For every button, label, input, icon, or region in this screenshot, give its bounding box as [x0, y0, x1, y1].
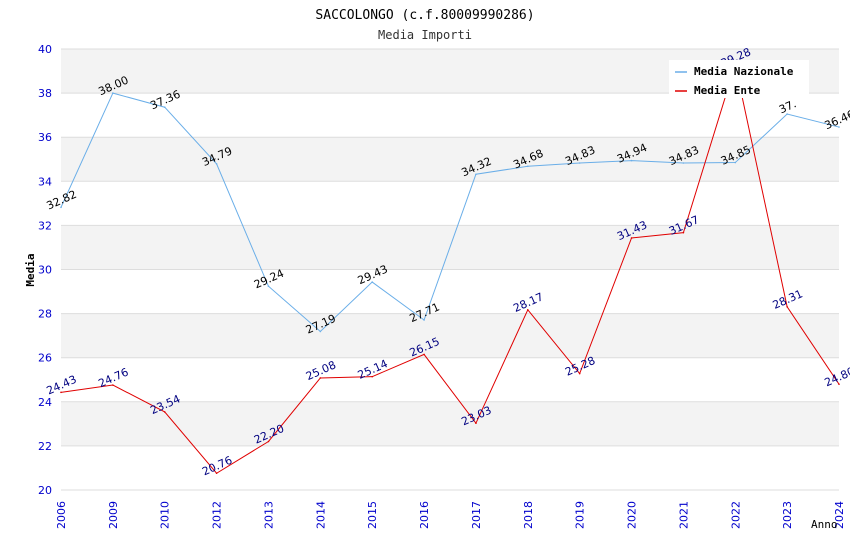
grid-band — [61, 445, 839, 490]
data-point — [475, 173, 477, 176]
grid-band — [61, 357, 839, 402]
data-point — [423, 319, 425, 321]
data-point — [60, 206, 62, 209]
grid-lines — [61, 48, 839, 491]
data-point — [734, 161, 737, 164]
data-point — [215, 163, 218, 165]
x-tick-label: 2020 — [626, 501, 639, 529]
data-point — [215, 472, 218, 475]
y-axis-ticks: 20 22 24 26 28 30 32 34 36 38 40 — [38, 43, 52, 497]
y-tick-label: 22 — [38, 440, 52, 453]
y-axis-label: Media — [24, 253, 37, 286]
data-point — [630, 237, 633, 239]
data-point — [786, 113, 788, 115]
x-tick-label: 2018 — [522, 501, 535, 529]
series-line-ente — [60, 62, 840, 474]
grid-band — [61, 269, 839, 314]
data-point — [527, 309, 529, 311]
legend-box — [669, 60, 809, 98]
data-point — [786, 305, 788, 308]
series-line-nazionale — [60, 92, 840, 333]
chart-title: SACCOLONGO (c.f.80009990286) — [315, 8, 534, 23]
data-point — [423, 353, 425, 356]
y-tick-label: 26 — [38, 352, 52, 365]
data-point — [267, 440, 270, 443]
background-bands — [61, 49, 839, 490]
data-point — [371, 375, 374, 378]
y-tick-label: 38 — [38, 87, 52, 100]
series-lines — [60, 62, 840, 475]
x-tick-label: 2021 — [677, 501, 690, 529]
y-tick-label: 40 — [38, 43, 52, 56]
grid-band — [61, 401, 839, 446]
x-tick-label: 2023 — [781, 501, 794, 529]
grid-band — [61, 137, 839, 182]
grid-band — [61, 313, 839, 358]
data-point — [838, 126, 840, 128]
y-tick-label: 24 — [38, 396, 52, 409]
data-point — [319, 377, 322, 379]
data-point — [112, 384, 114, 386]
data-point — [682, 231, 685, 234]
x-tick-label: 2017 — [470, 501, 483, 529]
x-tick-label: 2010 — [159, 501, 172, 529]
x-tick-label: 2024 — [833, 501, 846, 529]
data-point — [630, 159, 633, 162]
y-tick-label: 36 — [38, 131, 52, 144]
data-point — [475, 422, 477, 424]
data-point — [319, 330, 322, 333]
legend-label-nazionale: Media Nazionale — [694, 65, 794, 78]
y-tick-label: 30 — [38, 264, 52, 277]
x-tick-label: 2019 — [574, 501, 587, 529]
chart-subtitle: Media Importi — [378, 28, 472, 42]
x-tick-label: 2009 — [107, 501, 120, 529]
x-axis-ticks: 2006 2009 2010 2012 2013 2014 2015 2016 2017 2018… — [55, 501, 846, 529]
x-tick-label: 2022 — [729, 501, 742, 529]
x-tick-label: 2015 — [366, 501, 379, 529]
x-tick-label: 2012 — [211, 501, 224, 529]
data-point — [163, 106, 166, 109]
data-point — [578, 162, 581, 164]
y-tick-label: 34 — [38, 175, 52, 188]
data-point — [838, 383, 840, 385]
y-tick-label: 32 — [38, 219, 52, 232]
data-label: 37. — [777, 97, 798, 116]
data-point — [163, 411, 166, 413]
x-tick-label: 2016 — [418, 501, 431, 529]
x-tick-label: 2006 — [55, 501, 68, 529]
data-point — [60, 391, 62, 394]
legend: Media Nazionale Media Ente — [669, 60, 809, 98]
legend-label-ente: Media Ente — [694, 84, 761, 97]
data-point — [267, 285, 270, 288]
data-point — [578, 372, 581, 375]
data-point — [682, 162, 685, 164]
data-point — [371, 281, 374, 283]
y-tick-label: 28 — [38, 308, 52, 321]
data-point — [112, 92, 114, 94]
x-tick-label: 2013 — [262, 501, 275, 529]
grid-band — [61, 181, 839, 226]
data-point — [527, 165, 529, 168]
x-axis-label: Anno — [811, 518, 838, 531]
x-tick-label: 2014 — [314, 501, 327, 529]
y-tick-label: 20 — [38, 484, 52, 497]
grid-band — [61, 93, 839, 138]
